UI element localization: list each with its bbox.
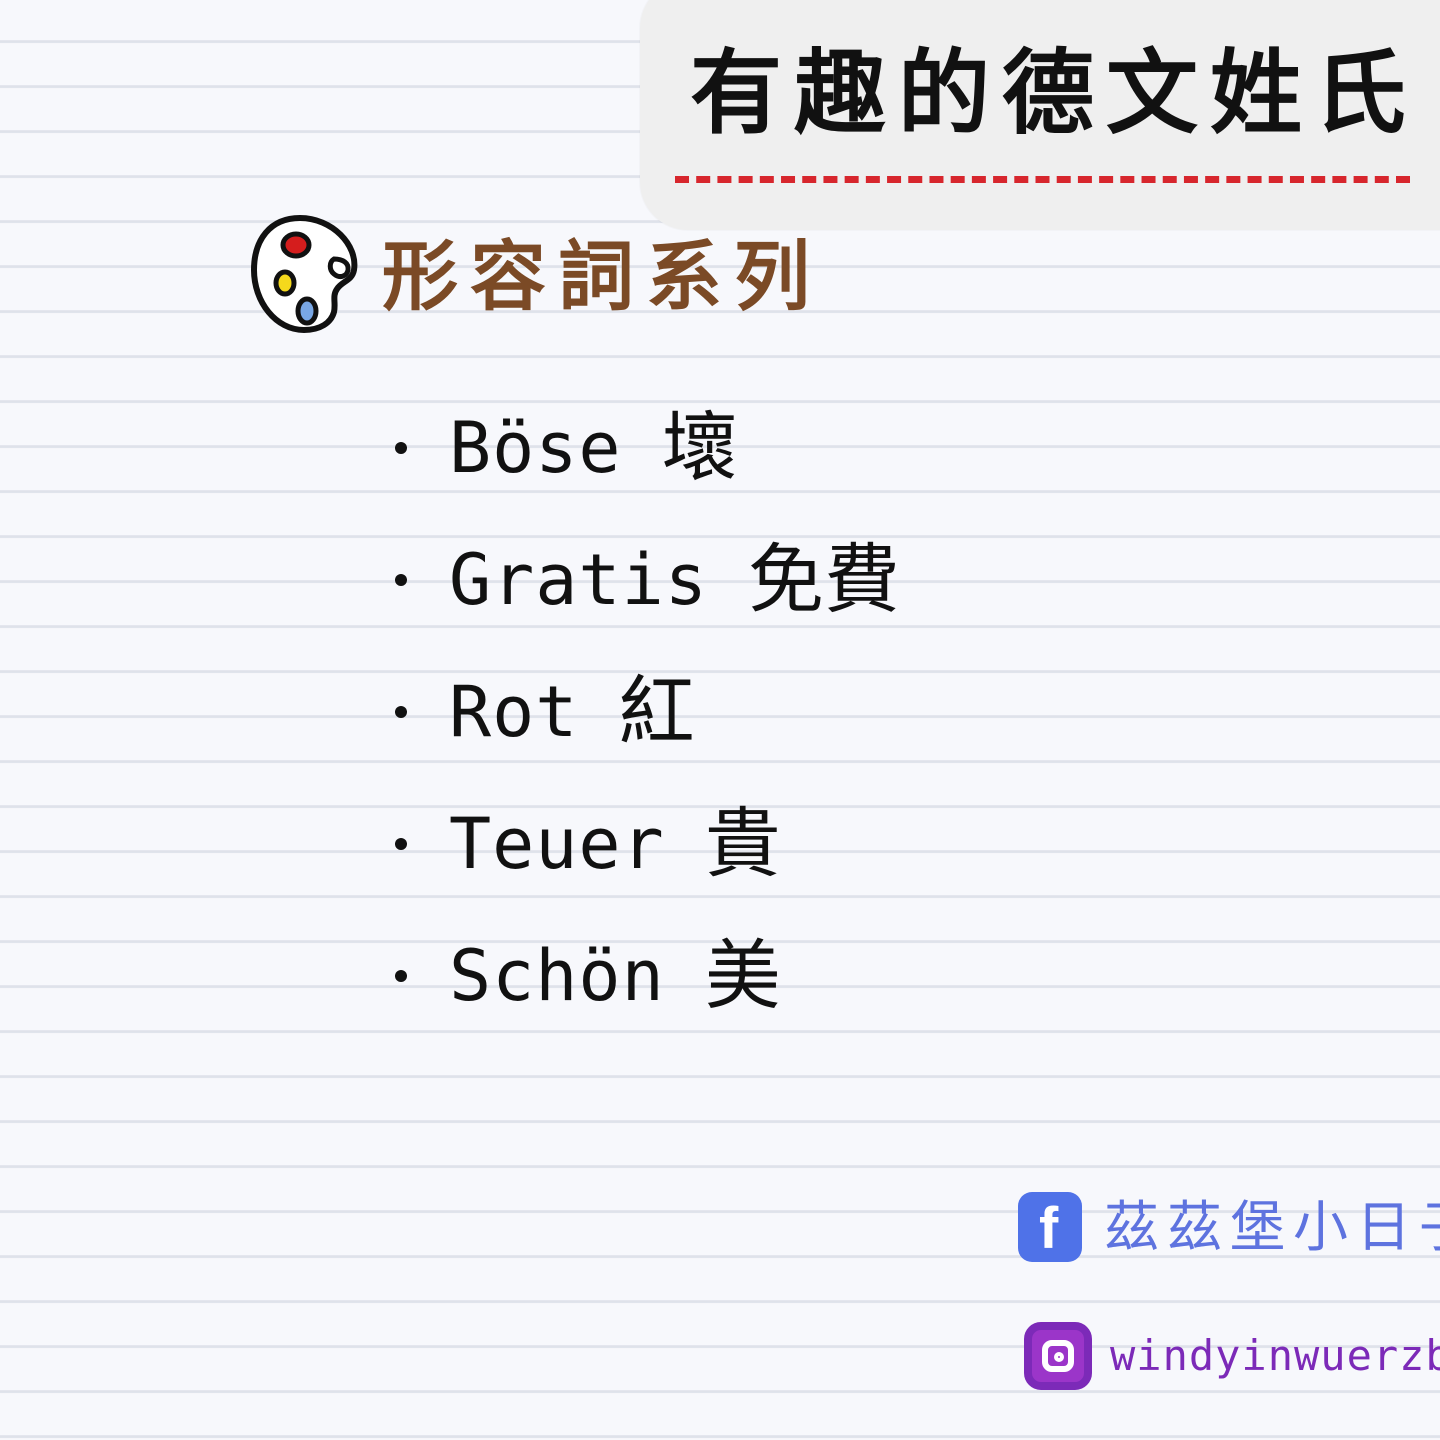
bullet-dot [395, 838, 407, 850]
facebook-brand[interactable]: 茲茲堡小日子 [1018, 1192, 1440, 1262]
word-list: Böse 壞 Gratis 免費 Rot 紅 Teuer 貴 Schön 美 [395, 382, 900, 1042]
bullet-dot [395, 706, 407, 718]
bullet-dot [395, 574, 407, 586]
bullet-dot [395, 442, 407, 454]
chinese-translation: 美 [704, 931, 781, 1020]
instagram-icon[interactable] [1024, 1322, 1092, 1390]
list-item: Teuer 貴 [395, 778, 900, 910]
facebook-icon[interactable] [1018, 1192, 1082, 1262]
german-word: Teuer [449, 803, 665, 885]
german-word: Rot [449, 671, 579, 753]
german-word: Böse [449, 407, 622, 489]
list-item: Gratis 免費 [395, 514, 900, 646]
palette-icon [251, 215, 358, 333]
german-word: Gratis [449, 539, 708, 621]
section-header: 形容詞系列 [248, 212, 822, 342]
instagram-handle[interactable]: windyinwuerzburg [1110, 1331, 1440, 1380]
title-card [640, 0, 1440, 230]
chinese-translation: 免費 [747, 535, 900, 624]
chinese-translation: 壞 [661, 403, 738, 492]
list-item: Schön 美 [395, 910, 900, 1042]
section-title: 形容詞系列 [382, 232, 822, 321]
bullet-dot [395, 970, 407, 982]
chinese-translation: 貴 [704, 799, 781, 888]
german-word: Schön [449, 935, 665, 1017]
facebook-page-name[interactable]: 茲茲堡小日子 [1104, 1194, 1440, 1259]
chinese-translation: 紅 [618, 667, 695, 756]
list-item: Rot 紅 [395, 646, 900, 778]
title-underline [675, 176, 1410, 183]
page-title: 有趣的德文姓氏 [690, 40, 1419, 147]
list-item: Böse 壞 [395, 382, 900, 514]
instagram-brand[interactable]: windyinwuerzburg [1024, 1322, 1440, 1390]
